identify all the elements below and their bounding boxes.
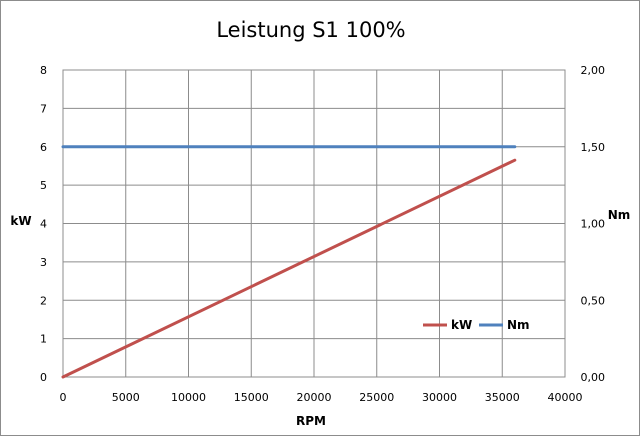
plot-area (62, 69, 566, 378)
y-right-tick-label: 0,00 (581, 371, 606, 384)
legend-label-nm: Nm (507, 318, 530, 332)
x-tick-label: 5000 (112, 391, 140, 404)
y-right-tick-label: 1,50 (581, 141, 606, 154)
x-tick-label: 25000 (359, 391, 394, 404)
y-left-tick-label: 0 (40, 371, 47, 384)
y-left-tick-label: 2 (40, 294, 47, 307)
x-tick-label: 0 (60, 391, 67, 404)
y-left-tick-label: 4 (40, 218, 47, 231)
y-left-axis-label: kW (10, 214, 31, 228)
series-lines (61, 145, 517, 379)
x-tick-label: 15000 (234, 391, 269, 404)
y-left-tick-label: 3 (40, 256, 47, 269)
series-line-kw (61, 158, 517, 379)
legend: kW Nm (423, 318, 530, 332)
y-left-tick-label: 1 (40, 333, 47, 346)
x-tick-label: 40000 (548, 391, 583, 404)
tick-labels: 0 1 2 3 4 5 6 7 8 0 5000 10000 15000 20000 25000 30000 3… (40, 64, 605, 404)
y-left-tick-label: 7 (40, 102, 47, 115)
y-right-tick-label: 2,00 (581, 64, 606, 77)
y-left-tick-label: 6 (40, 141, 47, 154)
y-left-tick-label: 5 (40, 179, 47, 192)
x-tick-label: 30000 (422, 391, 457, 404)
y-right-tick-label: 1,00 (581, 218, 606, 231)
y-left-tick-label: 8 (40, 64, 47, 77)
y-right-tick-label: 0,50 (581, 294, 606, 307)
x-axis-label: RPM (296, 414, 326, 428)
chart-title: Leistung S1 100% (216, 18, 405, 42)
x-tick-label: 20000 (297, 391, 332, 404)
legend-label-kw: kW (451, 318, 472, 332)
y-right-axis-label: Nm (608, 208, 631, 222)
x-tick-label: 35000 (485, 391, 520, 404)
grid (63, 70, 565, 377)
x-tick-label: 10000 (171, 391, 206, 404)
